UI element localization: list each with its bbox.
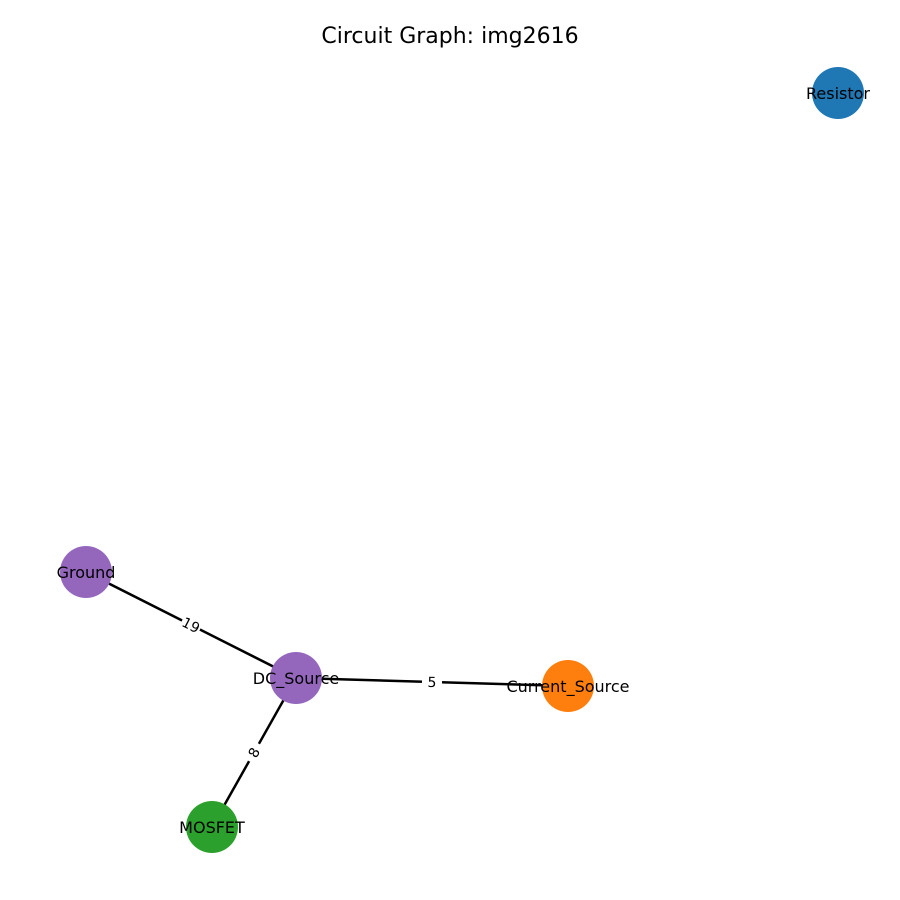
edge-weight-dc_source-mosfet: 8	[240, 738, 268, 767]
node-current_source: Current_Source	[506, 660, 630, 712]
node-resistor: Resistor	[806, 67, 870, 119]
node-circle-current_source	[542, 660, 594, 712]
node-circle-dc_source	[270, 652, 322, 704]
node-circle-mosfet	[186, 801, 238, 853]
nodes-layer: Resistor Ground DC_Source Current_Source MOS…	[57, 67, 870, 853]
edge-weight-background	[421, 671, 443, 693]
graph-title: Circuit Graph: img2616	[321, 24, 578, 49]
edge-weight-ground-dc_source: 19	[177, 611, 205, 639]
node-dc_source: DC_Source	[253, 652, 339, 704]
edge-weight-label: 19	[179, 615, 202, 637]
node-label-dc_source: DC_Source	[253, 669, 339, 689]
node-label-resistor: Resistor	[806, 84, 870, 103]
edge-weight-dc_source-current_source: 5	[421, 671, 443, 693]
edge-weight-background	[240, 738, 268, 767]
edge-weight-label: 5	[427, 675, 436, 691]
node-label-ground: Ground	[57, 563, 116, 582]
node-ground: Ground	[57, 546, 116, 598]
node-circle-ground	[60, 546, 112, 598]
node-label-current_source: Current_Source	[506, 677, 629, 697]
edge-weight-background	[177, 611, 205, 639]
node-label-mosfet: MOSFET	[179, 818, 245, 837]
node-mosfet: MOSFET	[179, 801, 245, 853]
node-circle-resistor	[812, 67, 864, 119]
